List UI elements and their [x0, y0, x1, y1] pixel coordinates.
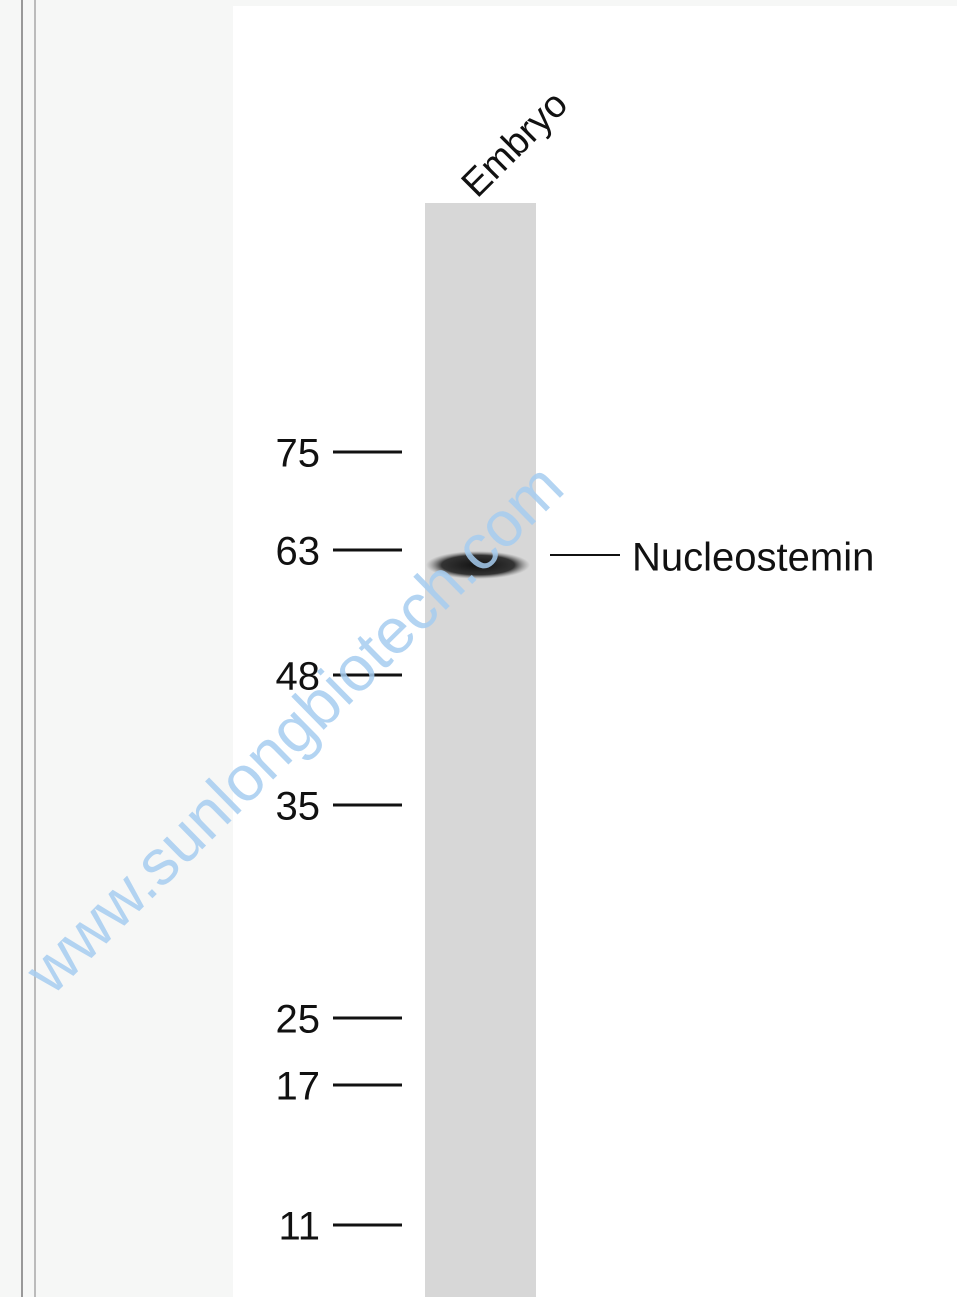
marker-label: 17 — [276, 1065, 321, 1109]
figure: Embryo Nucleostemin 75634835251711 www.s… — [0, 0, 957, 1297]
marker-label: 63 — [276, 530, 321, 574]
page: Embryo Nucleostemin 75634835251711 www.s… — [0, 0, 957, 1297]
marker-label: 25 — [276, 998, 321, 1042]
band-label: Nucleostemin — [632, 536, 874, 580]
marker-label: 11 — [278, 1205, 320, 1249]
marker-label: 75 — [276, 432, 321, 476]
marker-label: 35 — [276, 785, 321, 829]
lane — [425, 203, 536, 1297]
